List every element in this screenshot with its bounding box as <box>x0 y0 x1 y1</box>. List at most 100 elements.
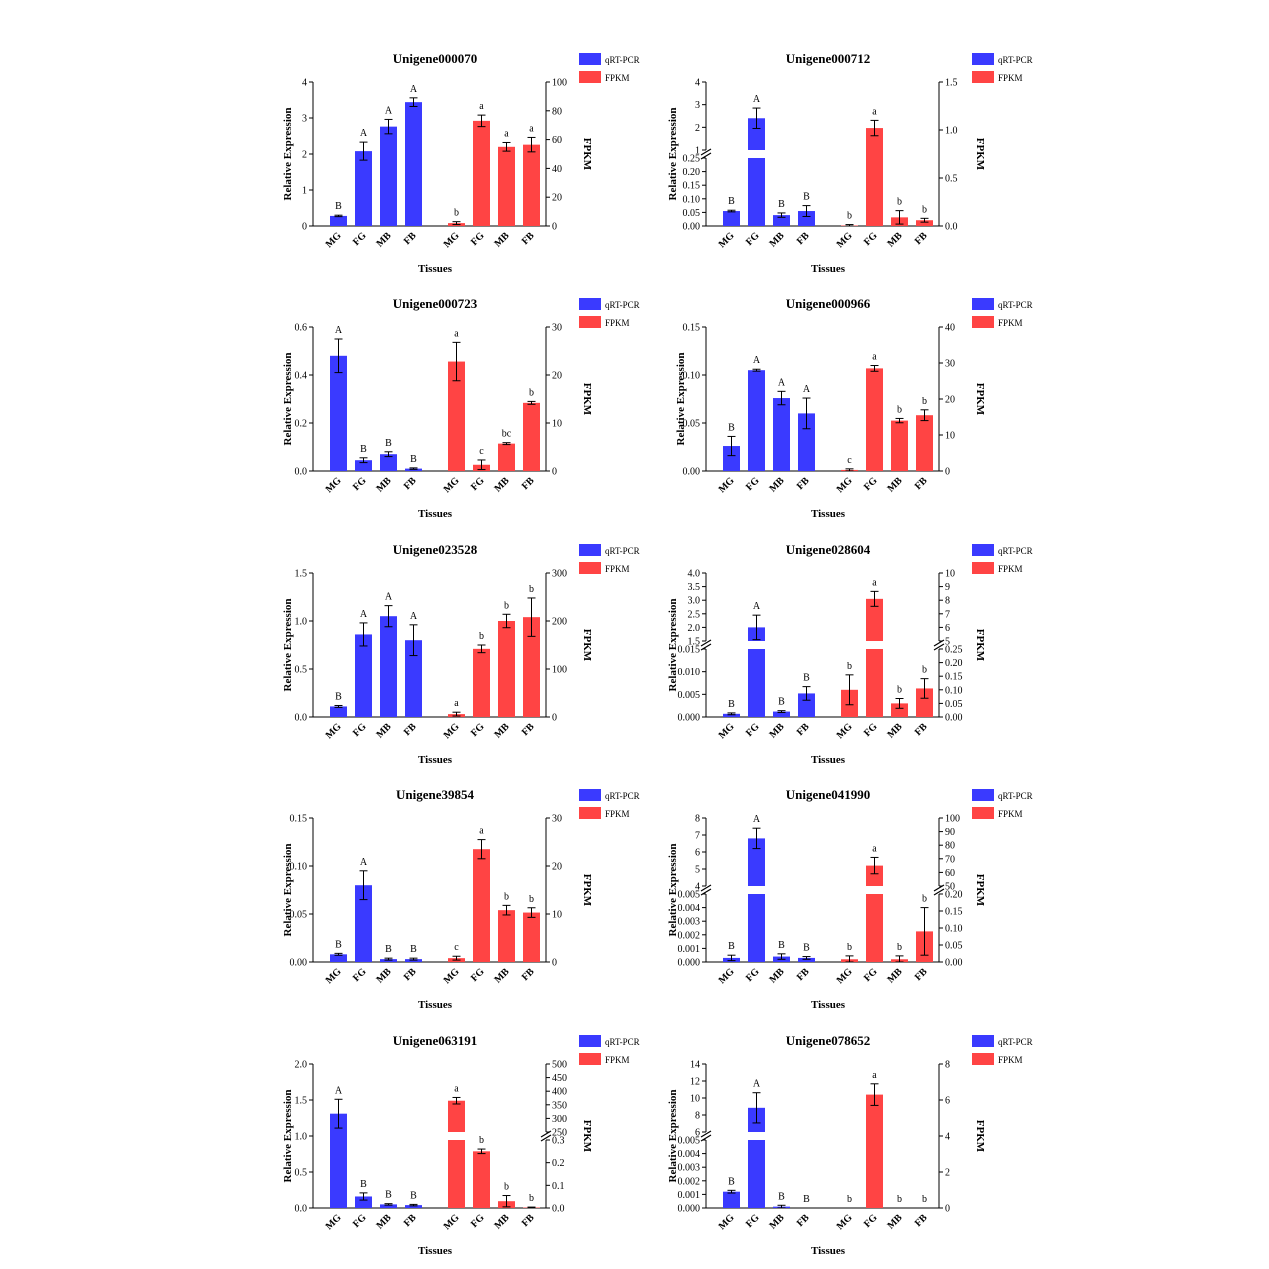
right-tick-label: 0 <box>552 958 557 969</box>
left-tick-label: 6 <box>695 1128 700 1139</box>
bar-FPKM-MG <box>448 361 465 471</box>
bar-FPKM-MB <box>498 910 515 962</box>
significance-letter: B <box>803 943 810 954</box>
right-tick-label: 500 <box>552 1060 567 1071</box>
legend-swatch <box>579 807 601 819</box>
significance-letter: b <box>504 1182 509 1193</box>
chart-panel-Unigene000712: Unigene000712 qRT-PCR FPKM 0.00 0.05 0.10 0.15… <box>667 51 1033 275</box>
significance-letter: a <box>872 106 877 117</box>
significance-letter: B <box>410 454 417 465</box>
x-tick-label: FG <box>351 966 369 984</box>
right-tick-label: 0.5 <box>945 174 958 185</box>
right-tick-label: 2 <box>945 1168 950 1179</box>
left-tick-label: 2 <box>695 123 700 134</box>
x-tick-label: MG <box>717 966 737 986</box>
left-tick-label: 0.00 <box>683 467 701 478</box>
x-axis-title: Tissues <box>811 1245 846 1257</box>
x-tick-label: MB <box>767 475 786 494</box>
x-tick-label: FG <box>469 966 487 984</box>
legend-swatch <box>972 71 994 83</box>
bar-qRT-PCR-MG <box>330 954 347 962</box>
x-tick-label: FB <box>520 1212 537 1229</box>
right-axis-break <box>933 643 945 651</box>
bar-qRT-PCR-FG <box>748 649 765 717</box>
left-tick-label: 0.004 <box>678 1149 701 1160</box>
left-axis-break <box>700 639 712 647</box>
bar-qRT-PCR-MB <box>380 454 397 471</box>
right-tick-label: 60 <box>552 135 562 146</box>
bar-qRT-PCR-FB <box>405 102 422 226</box>
x-tick-label: FB <box>795 475 812 492</box>
y-axis-title: Relative Expression <box>667 1090 679 1183</box>
right-tick-label: 100 <box>552 665 567 676</box>
x-tick-label: FG <box>744 230 762 248</box>
y-axis-title: Relative Expression <box>282 844 294 937</box>
chart-title: Unigene023528 <box>393 542 478 557</box>
left-tick-label: 0.20 <box>683 167 701 178</box>
bar-FPKM-FB <box>523 402 540 471</box>
right-tick-label: 30 <box>552 323 562 334</box>
significance-letter: A <box>335 325 343 336</box>
legend-label: qRT-PCR <box>998 546 1033 556</box>
x-axis-title: Tissues <box>811 754 846 766</box>
left-tick-label: 0.002 <box>678 1176 701 1187</box>
significance-letter: b <box>897 942 902 953</box>
right-axis-break <box>933 639 945 647</box>
chart-panel-Unigene063191: Unigene063191 qRT-PCR FPKM 0.0 0.5 1.0 1.5 2.0 0… <box>282 1033 640 1257</box>
legend-label: qRT-PCR <box>605 791 640 801</box>
y-axis-title: Relative Expression <box>675 353 687 446</box>
significance-letter: B <box>410 944 417 955</box>
x-tick-label: FG <box>469 1212 487 1230</box>
legend-swatch <box>579 562 601 574</box>
x-tick-label: MB <box>374 475 393 494</box>
y2-axis-title: FPKM <box>974 138 986 171</box>
left-tick-label: 0.001 <box>678 1190 701 1201</box>
significance-letter: b <box>922 396 927 407</box>
right-tick-label: 90 <box>945 827 955 838</box>
right-tick-label: 6 <box>945 623 950 634</box>
bar-qRT-PCR-FB <box>798 211 815 226</box>
significance-letter: a <box>479 826 484 837</box>
left-tick-label: 0.003 <box>678 917 701 928</box>
y2-axis-title: FPKM <box>581 874 593 907</box>
left-tick-label: 14 <box>690 1060 700 1071</box>
bar-FPKM-FB <box>916 220 933 226</box>
x-axis-title: Tissues <box>811 508 846 520</box>
legend-label: qRT-PCR <box>998 55 1033 65</box>
legend-label: FPKM <box>605 809 630 819</box>
significance-letter: A <box>410 84 418 95</box>
left-tick-label: 4 <box>695 882 700 893</box>
significance-letter: B <box>728 941 735 952</box>
right-tick-label: 10 <box>945 569 955 580</box>
legend-label: FPKM <box>605 318 630 328</box>
x-tick-label: MB <box>374 721 393 740</box>
chart-title: Unigene000966 <box>786 296 871 311</box>
significance-letter: A <box>385 105 393 116</box>
legend-swatch <box>579 71 601 83</box>
bar-FPKM-MG <box>448 1100 465 1132</box>
legend-swatch <box>972 1035 994 1047</box>
x-tick-label: MG <box>442 721 462 741</box>
bar-qRT-PCR-FG <box>355 885 372 962</box>
left-tick-label: 0.004 <box>678 903 701 914</box>
x-tick-label: MB <box>885 721 904 740</box>
x-tick-label: FG <box>744 1212 762 1230</box>
right-axis-break <box>933 884 945 892</box>
chart-title: Unigene063191 <box>393 1033 478 1048</box>
left-tick-label: 0.4 <box>295 371 308 382</box>
left-axis-break <box>700 152 712 160</box>
significance-letter: B <box>385 1190 392 1201</box>
bar-FPKM-MB <box>498 146 515 226</box>
significance-letter: A <box>360 857 368 868</box>
left-tick-label: 8 <box>695 1111 700 1122</box>
significance-letter: b <box>847 211 852 222</box>
x-tick-label: MG <box>717 475 737 495</box>
right-tick-label: 0.0 <box>945 222 958 233</box>
bar-FPKM-FG <box>866 865 883 886</box>
right-tick-label: 4 <box>945 1132 950 1143</box>
bar-FPKM-FB <box>523 912 540 962</box>
right-tick-label: 0.10 <box>945 685 963 696</box>
right-tick-label: 450 <box>552 1073 567 1084</box>
significance-letter: a <box>872 352 877 363</box>
significance-letter: A <box>410 611 418 622</box>
